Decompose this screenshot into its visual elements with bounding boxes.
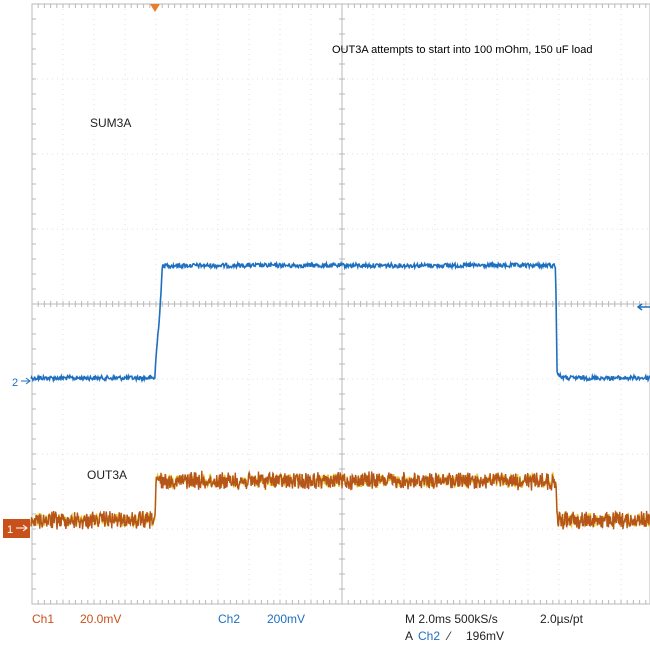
ch2-marker: 2 (12, 377, 18, 389)
ch2-scale: 200mV (267, 612, 306, 626)
trigger-channel: Ch2 (418, 629, 441, 643)
channel-markers: 21 (3, 4, 650, 538)
trigger-prefix: A (405, 629, 414, 643)
timebase-readout: M 2.0ms 500kS/s (405, 612, 498, 626)
ch1-label: Ch1 (32, 612, 55, 626)
ch2-marker-arrow (21, 377, 31, 385)
trigger-position-marker (150, 4, 160, 12)
waveform-traces (30, 260, 650, 530)
ch1-marker: 1 (7, 524, 13, 536)
ch2-label: Ch2 (218, 612, 241, 626)
annotation-text: OUT3A attempts to start into 100 mOhm, 1… (332, 44, 593, 56)
trigger-slope-icon: ⁄ (448, 629, 451, 643)
trace-out3a (30, 469, 650, 530)
resolution-readout: 2.0µs/pt (540, 612, 583, 626)
series-label-out3a: OUT3A (87, 468, 128, 482)
trigger-level-marker (636, 303, 650, 311)
graticule (31, 3, 650, 605)
series-label-sum3a: SUM3A (90, 116, 132, 130)
ch1-scale: 20.0mV (80, 612, 122, 626)
trigger-level: 196mV (466, 629, 505, 643)
ch1-marker-arrow (16, 524, 28, 532)
trace-sum3a (30, 260, 650, 384)
